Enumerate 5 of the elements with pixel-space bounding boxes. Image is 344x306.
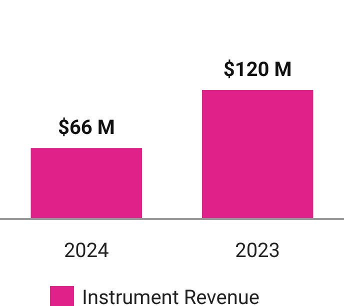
x-tick-label: 2024: [64, 238, 109, 262]
data-label: $120 M: [223, 57, 292, 81]
data-label: $66 M: [58, 115, 115, 140]
legend-label: Instrument Revenue: [82, 285, 260, 306]
x-tick-label: 2023: [235, 238, 280, 262]
